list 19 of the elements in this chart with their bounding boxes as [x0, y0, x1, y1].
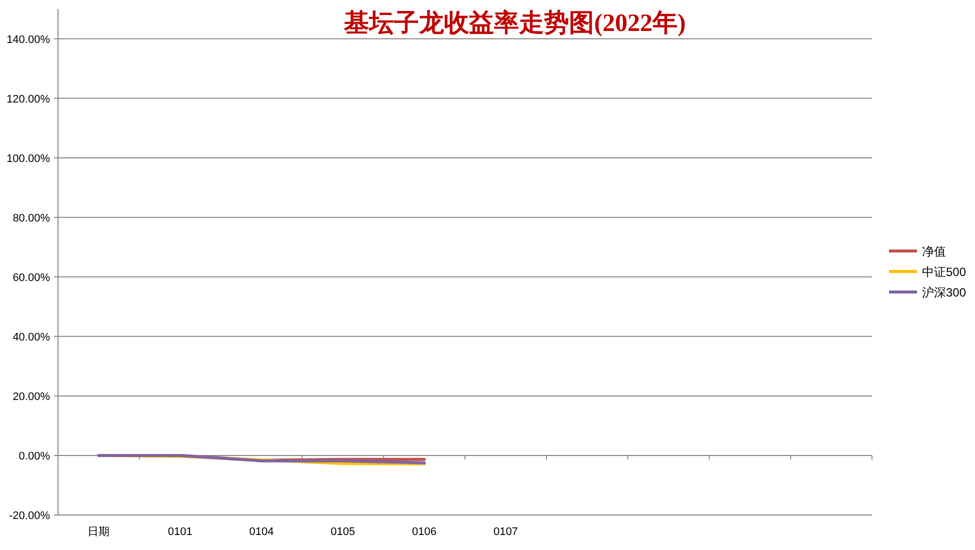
legend-label: 净值 — [922, 244, 946, 258]
x-tick-label: 0106 — [412, 526, 437, 538]
x-tick-label: 0104 — [249, 526, 274, 538]
x-tick-label: 0105 — [330, 526, 356, 538]
legend-label: 沪深300 — [922, 286, 966, 300]
title: 基坛子龙收益率走势图(2022年) — [344, 10, 686, 37]
y-tick-label: 120.00% — [6, 93, 50, 106]
y-tick-label: 40.00% — [12, 331, 50, 344]
x-tick-label: 0101 — [168, 526, 192, 538]
x-tick-label: 日期 — [88, 526, 110, 538]
y-tick-label: 140.00% — [6, 34, 50, 46]
legend-label: 中证500 — [922, 265, 966, 279]
y-tick-label: -20.00% — [9, 510, 50, 522]
y-tick-label: 80.00% — [12, 212, 50, 224]
y-tick-label: 60.00% — [12, 272, 50, 284]
x-tick-label: 0107 — [493, 526, 518, 538]
y-tick-label: 0.00% — [18, 450, 50, 462]
y-tick-label: 100.00% — [6, 152, 50, 165]
y-tick-label: 20.00% — [12, 390, 50, 403]
